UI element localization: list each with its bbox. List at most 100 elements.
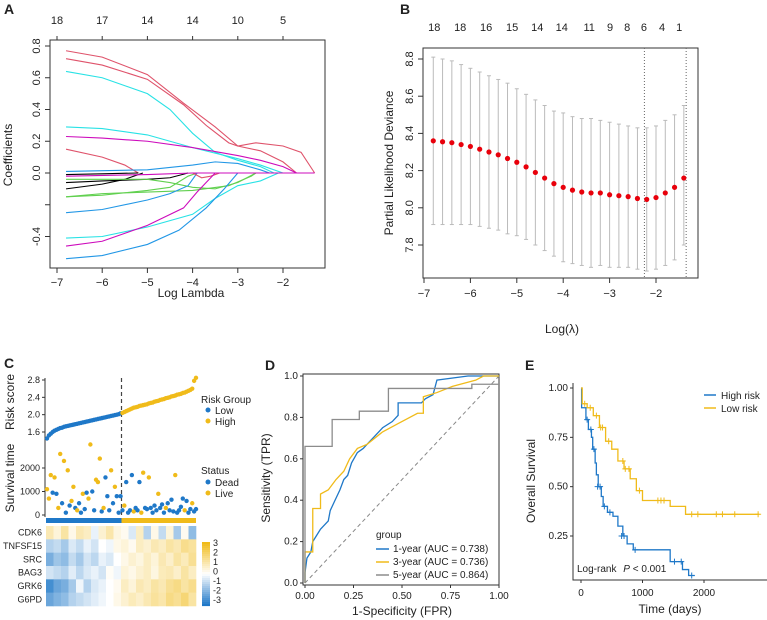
deviance-point bbox=[681, 175, 687, 181]
heatmap-cell bbox=[121, 552, 129, 567]
heatmap-cell bbox=[46, 526, 54, 540]
survival-point bbox=[182, 508, 187, 513]
deviance-point bbox=[542, 175, 548, 181]
censor-mark bbox=[601, 503, 608, 510]
heatmap-cell bbox=[46, 539, 54, 553]
survival-point bbox=[139, 510, 144, 515]
heatmap-cell bbox=[46, 566, 54, 580]
roc-legend-5year: 5-year (AUC = 0.864) bbox=[393, 570, 488, 581]
colorbar-segment bbox=[202, 556, 210, 559]
survival-point bbox=[137, 479, 142, 485]
heatmap-cell bbox=[158, 579, 167, 593]
panel-a-xlabel: Log Lambda bbox=[158, 286, 225, 300]
heatmap-cell bbox=[91, 552, 99, 567]
heatmap-cell bbox=[68, 526, 77, 540]
survival-point bbox=[91, 508, 97, 513]
deviance-point bbox=[579, 189, 585, 195]
heatmap-cell bbox=[128, 566, 137, 580]
censor-mark bbox=[678, 558, 685, 565]
survival-point bbox=[131, 509, 136, 514]
heatmap-cell bbox=[76, 579, 84, 593]
colorbar-segment bbox=[202, 578, 210, 581]
x-tick-label: −5 bbox=[511, 288, 524, 300]
panel-e-xlabel: Time (days) bbox=[639, 602, 702, 616]
heatmap-cell bbox=[181, 579, 189, 593]
survival-point bbox=[173, 472, 178, 478]
colorbar-segment bbox=[202, 588, 210, 591]
heatmap-cell bbox=[121, 592, 129, 607]
risk-point bbox=[190, 386, 195, 391]
panel-e-axes bbox=[572, 383, 767, 581]
survival-point bbox=[88, 442, 93, 447]
heatmap-cell bbox=[83, 539, 92, 553]
censor-mark bbox=[599, 424, 606, 431]
colorbar-segment bbox=[202, 552, 210, 555]
x-tick-label: 1.00 bbox=[489, 591, 509, 602]
heatmap-cell bbox=[68, 579, 77, 593]
coefficient-path-6 bbox=[66, 161, 270, 174]
survival-point bbox=[161, 510, 167, 515]
colorbar-segment bbox=[202, 602, 210, 605]
deviance-point bbox=[588, 190, 594, 196]
panel-label-a: A bbox=[4, 1, 14, 17]
heatmap-cell bbox=[158, 526, 167, 540]
survival-point bbox=[120, 508, 125, 513]
heatmap-cell bbox=[121, 566, 129, 580]
top-label: 15 bbox=[506, 22, 518, 34]
roc-legend-3year: 3-year (AUC = 0.736) bbox=[393, 557, 488, 568]
deviance-point bbox=[671, 184, 678, 190]
survival-point bbox=[108, 468, 114, 473]
coefficient-path-4 bbox=[66, 135, 297, 174]
y-tick-label: 0.50 bbox=[549, 482, 569, 493]
heatmap-cell bbox=[98, 526, 107, 540]
heatmap-cell bbox=[53, 539, 62, 553]
heatmap-cell bbox=[53, 592, 62, 607]
panel-label-d: D bbox=[265, 357, 275, 373]
deviance-point bbox=[495, 152, 501, 158]
y-tick-label: 0.0 bbox=[31, 165, 43, 180]
x-tick-label: 0.00 bbox=[295, 591, 315, 602]
deviance-point bbox=[523, 164, 529, 170]
censor-mark bbox=[587, 404, 594, 411]
risk-legend-low: Low bbox=[215, 406, 234, 417]
risk-point bbox=[193, 375, 199, 381]
survival-point bbox=[46, 496, 52, 501]
colorbar-segment bbox=[202, 580, 210, 583]
colorbar-segment bbox=[202, 594, 210, 597]
heatmap-cell bbox=[188, 526, 197, 540]
survival-point bbox=[97, 456, 103, 461]
colorbar-label: -3 bbox=[213, 595, 221, 605]
censor-mark bbox=[632, 546, 639, 553]
colorbar-segment bbox=[202, 576, 210, 579]
heatmap-cell bbox=[98, 539, 107, 553]
colorbar-label: 1 bbox=[213, 557, 218, 567]
y-tick-label: 0.2 bbox=[31, 134, 43, 149]
survival-point bbox=[95, 479, 101, 485]
survival-point bbox=[152, 503, 157, 508]
survival-point bbox=[50, 490, 55, 495]
heatmap-cell bbox=[98, 592, 107, 607]
heatmap-cell bbox=[83, 526, 92, 540]
status-legend-live: Live bbox=[215, 489, 234, 500]
heatmap-cell bbox=[158, 592, 167, 607]
survival-point bbox=[105, 494, 110, 499]
survival-point bbox=[82, 506, 87, 512]
roc-curve-5year bbox=[304, 383, 499, 583]
censor-mark bbox=[621, 533, 628, 539]
survival-point bbox=[80, 491, 86, 497]
heatmap-cell bbox=[98, 579, 107, 593]
coefficient-path-0 bbox=[65, 50, 297, 174]
deviance-point bbox=[449, 140, 455, 146]
colorbar-segment bbox=[202, 598, 210, 601]
censor-mark bbox=[694, 511, 701, 518]
survival-point bbox=[180, 496, 185, 501]
risk-tick-label: 2.8 bbox=[27, 375, 40, 385]
top-label: 18 bbox=[454, 22, 466, 34]
survival-point bbox=[84, 490, 89, 495]
survival-point bbox=[171, 509, 176, 514]
survival-point bbox=[99, 509, 104, 514]
survival-point bbox=[129, 472, 135, 478]
colorbar-segment bbox=[202, 548, 210, 551]
top-label: 11 bbox=[583, 22, 594, 34]
x-tick-label: −7 bbox=[418, 288, 431, 300]
